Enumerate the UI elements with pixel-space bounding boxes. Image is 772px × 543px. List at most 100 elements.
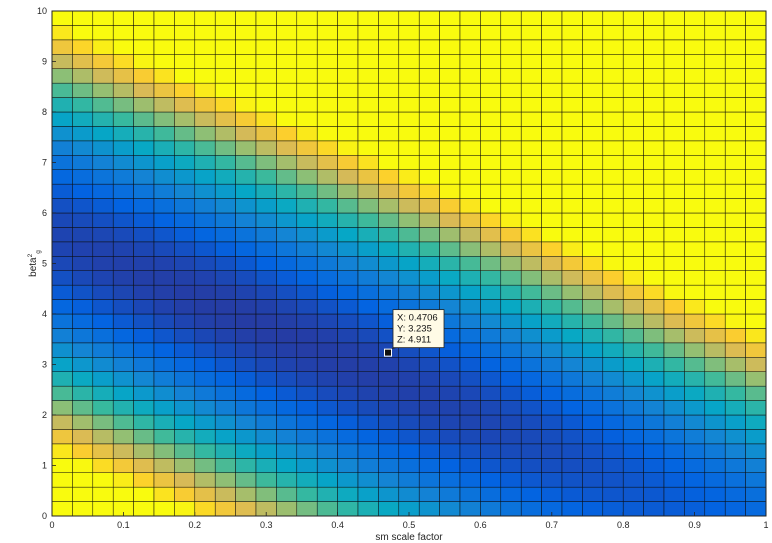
heatmap-cell — [255, 68, 277, 84]
y-tick-label: 2 — [42, 410, 47, 420]
heatmap-cell — [378, 256, 400, 271]
heatmap-cell — [561, 10, 583, 26]
heatmap-cell — [194, 486, 216, 502]
heatmap-cell — [133, 227, 155, 243]
heatmap-cell — [255, 256, 277, 271]
heatmap-cell — [337, 443, 359, 459]
heatmap-cell — [337, 39, 359, 55]
heatmap-cell — [684, 82, 706, 98]
heatmap-cell — [337, 140, 359, 156]
heatmap-cell — [153, 155, 175, 170]
heatmap-cell — [337, 357, 359, 372]
heatmap-cell — [684, 241, 706, 257]
heatmap-cell — [378, 414, 400, 430]
heatmap-cell — [194, 241, 216, 257]
heatmap-cell — [541, 39, 563, 55]
heatmap-cell — [459, 111, 481, 127]
heatmap-cell — [684, 371, 706, 387]
heatmap-cell — [133, 313, 155, 329]
heatmap-cell — [724, 313, 746, 329]
heatmap-cell — [663, 68, 685, 84]
heatmap-cell — [418, 227, 440, 243]
heatmap-cell — [357, 183, 379, 199]
heatmap-cell — [235, 357, 257, 372]
heatmap-cell — [684, 313, 706, 329]
heatmap-cell — [480, 97, 502, 113]
heatmap-cell — [439, 486, 461, 502]
heatmap-cell — [520, 371, 542, 387]
heatmap-cell — [398, 357, 420, 372]
heatmap-cell — [214, 227, 236, 243]
data-tip-marker[interactable] — [384, 348, 393, 357]
heatmap-cell — [745, 198, 767, 214]
heatmap-cell — [357, 155, 379, 170]
heatmap-cell — [92, 299, 114, 315]
heatmap-cell — [439, 198, 461, 214]
heatmap-cell — [602, 54, 624, 69]
heatmap-cell — [439, 126, 461, 142]
heatmap-cell — [112, 400, 134, 416]
heatmap-cell — [235, 126, 257, 142]
heatmap-cell — [255, 54, 277, 69]
heatmap-cell — [133, 126, 155, 142]
heatmap-cell — [174, 371, 196, 387]
heatmap-cell — [153, 212, 175, 228]
heatmap-cell — [378, 111, 400, 127]
heatmap-cell — [500, 385, 522, 401]
heatmap-cell — [541, 126, 563, 142]
heatmap-cell — [398, 371, 420, 387]
heatmap-cell — [724, 227, 746, 243]
heatmap-cell — [51, 10, 73, 26]
heatmap-cell — [214, 328, 236, 344]
data-tip[interactable]: X: 0.4706 Y: 3.235 Z: 4.911 — [384, 309, 445, 357]
heatmap-cell — [357, 25, 379, 41]
heatmap-cell — [153, 429, 175, 445]
heatmap-cell — [316, 82, 338, 98]
heatmap-cell — [255, 97, 277, 113]
heatmap-cell — [194, 385, 216, 401]
heatmap-cell — [663, 299, 685, 315]
heatmap-cell — [602, 313, 624, 329]
heatmap-cell — [418, 458, 440, 473]
heatmap-cell — [276, 39, 298, 55]
heatmap-cell — [235, 342, 257, 358]
heatmap-cell — [235, 472, 257, 488]
heatmap-cell — [724, 39, 746, 55]
heatmap-cell — [500, 371, 522, 387]
heatmap-cell — [602, 299, 624, 315]
heatmap-cell — [541, 400, 563, 416]
heatmap-cell — [51, 39, 73, 55]
heatmap-cell — [520, 25, 542, 41]
heatmap-cell — [357, 140, 379, 156]
heatmap-cell — [72, 299, 94, 315]
heatmap-cell — [174, 198, 196, 214]
heatmap-cell — [663, 39, 685, 55]
heatmap-cell — [398, 270, 420, 286]
heatmap-cell — [72, 458, 94, 473]
heatmap-cell — [704, 371, 726, 387]
heatmap-cell — [378, 54, 400, 69]
heatmap-cell — [745, 284, 767, 300]
heatmap-cell — [316, 371, 338, 387]
heatmap-cell — [51, 501, 73, 517]
heatmap-cell — [398, 414, 420, 430]
heatmap-cell — [663, 155, 685, 170]
heatmap-cell — [112, 486, 134, 502]
heatmap-cell — [745, 414, 767, 430]
heatmap-cell — [276, 183, 298, 199]
heatmap-cell — [459, 270, 481, 286]
heatmap-cell — [276, 241, 298, 257]
heatmap-cell — [357, 169, 379, 185]
heatmap-cell — [153, 111, 175, 127]
heatmap-cell — [622, 169, 644, 185]
heatmap-cell — [235, 25, 257, 41]
heatmap-cell — [398, 241, 420, 257]
heatmap-cell — [439, 140, 461, 156]
heatmap-cell — [398, 25, 420, 41]
heatmap-cell — [418, 198, 440, 214]
heatmap-cell — [92, 25, 114, 41]
heatmap-cell — [745, 328, 767, 344]
heatmap-cell — [337, 284, 359, 300]
heatmap-cell — [357, 270, 379, 286]
heatmap-cell — [296, 443, 318, 459]
